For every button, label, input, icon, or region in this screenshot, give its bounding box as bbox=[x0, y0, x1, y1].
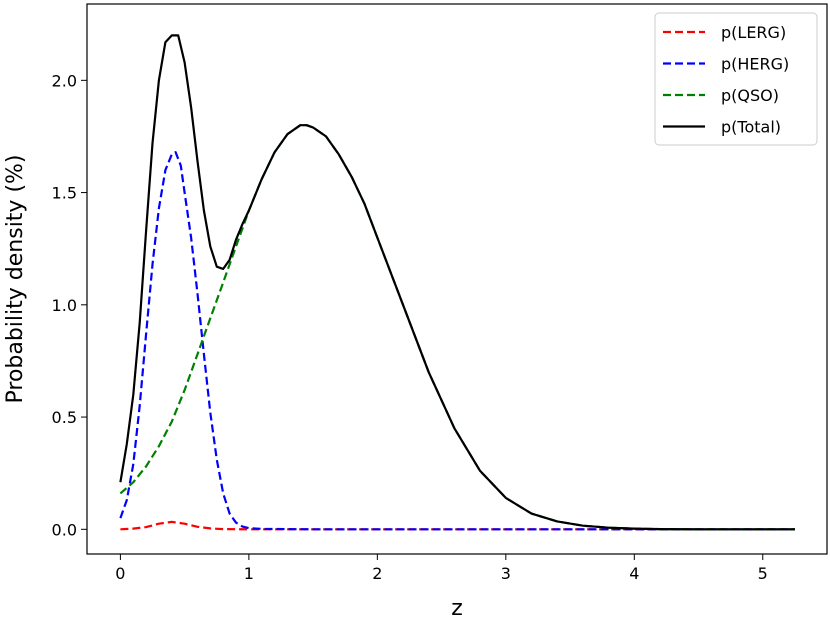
series-layer bbox=[119, 34, 795, 531]
y-tick-label: 2.0 bbox=[52, 71, 77, 90]
legend: p(LERG) p(HERG) p(QSO) p(Total) bbox=[654, 12, 818, 146]
legend-label-p-qso: p(QSO) bbox=[721, 86, 779, 105]
legend-label-p-total: p(Total) bbox=[721, 118, 781, 137]
y-tick-label: 0.5 bbox=[52, 408, 77, 427]
legend-box bbox=[654, 12, 818, 146]
y-axis-ticks: 0.0 0.5 1.0 1.5 2.0 bbox=[52, 71, 87, 539]
x-tick-label: 0 bbox=[115, 564, 125, 583]
legend-label-p-lerg: p(LERG) bbox=[721, 23, 786, 42]
x-axis-ticks: 0 1 2 3 4 5 bbox=[115, 554, 768, 583]
plot-frame bbox=[86, 3, 828, 555]
x-tick-label: 4 bbox=[629, 564, 639, 583]
y-tick-label: 1.0 bbox=[52, 296, 77, 315]
x-axis-label: z bbox=[451, 596, 463, 621]
x-tick-label: 2 bbox=[372, 564, 382, 583]
series-line-p-total bbox=[119, 34, 795, 531]
legend-label-p-herg: p(HERG) bbox=[721, 55, 789, 74]
x-tick-label: 5 bbox=[758, 564, 768, 583]
x-tick-label: 1 bbox=[244, 564, 254, 583]
y-tick-label: 0.0 bbox=[52, 520, 77, 539]
y-axis-label: Probability density (%) bbox=[3, 154, 28, 403]
x-tick-label: 3 bbox=[501, 564, 511, 583]
series-line-p-herg bbox=[119, 151, 795, 531]
y-tick-label: 1.5 bbox=[52, 184, 77, 203]
